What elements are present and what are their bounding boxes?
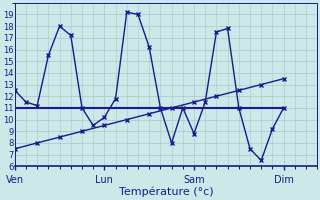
X-axis label: Température (°c): Température (°c) xyxy=(119,187,213,197)
